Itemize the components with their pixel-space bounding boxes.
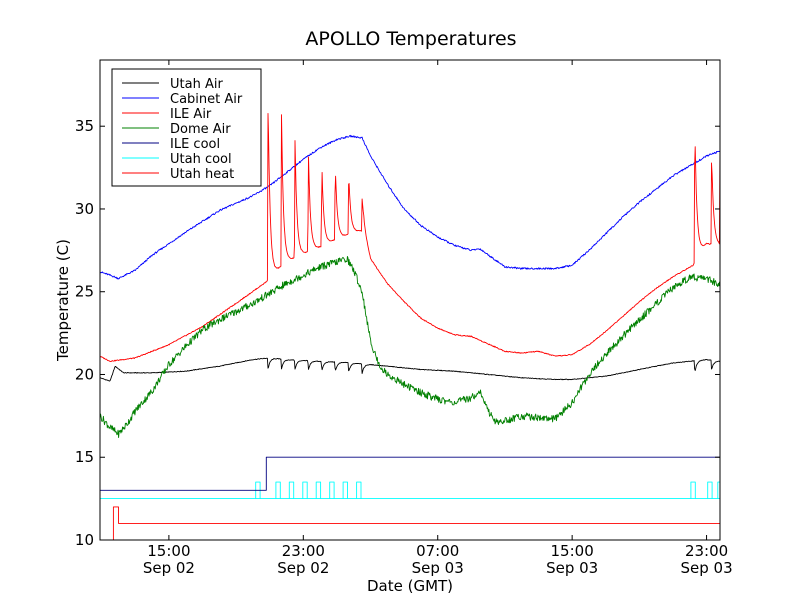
x-tick-label-date: Sep 03 bbox=[680, 559, 732, 577]
x-tick-label-date: Sep 03 bbox=[412, 559, 464, 577]
x-tick-label-time: 15:00 bbox=[147, 542, 190, 560]
x-axis-label: Date (GMT) bbox=[367, 577, 453, 595]
series-line-ile-cool bbox=[100, 456, 720, 491]
legend-label: ILE cool bbox=[170, 137, 220, 152]
series-line-cabinet-air bbox=[100, 134, 720, 280]
y-tick-label: 25 bbox=[75, 283, 94, 301]
y-tick-label: 10 bbox=[75, 531, 94, 549]
x-tick-label-date: Sep 03 bbox=[546, 559, 598, 577]
series-line-utah-heat bbox=[100, 506, 720, 540]
series-utah-cool bbox=[100, 481, 720, 500]
legend-label: Utah Air bbox=[170, 77, 223, 92]
y-tick-label: 15 bbox=[75, 448, 94, 466]
legend-label: ILE Air bbox=[170, 107, 212, 122]
x-tick-label-time: 07:00 bbox=[416, 542, 459, 560]
series-utah-air bbox=[100, 357, 720, 382]
x-tick-label-date: Sep 02 bbox=[277, 559, 329, 577]
series-layer bbox=[100, 113, 720, 540]
legend-label: Utah heat bbox=[170, 167, 234, 182]
series-cabinet-air bbox=[100, 134, 720, 280]
legend-label: Dome Air bbox=[170, 122, 231, 137]
x-tick-label-time: 15:00 bbox=[551, 542, 594, 560]
series-line-utah-air bbox=[100, 357, 720, 382]
y-tick-label: 20 bbox=[75, 365, 94, 383]
legend-label: Cabinet Air bbox=[170, 92, 243, 107]
y-tick-label: 35 bbox=[75, 117, 94, 135]
series-dome-air bbox=[100, 255, 720, 439]
chart-title: APOLLO Temperatures bbox=[305, 28, 516, 50]
plot-frame bbox=[99, 59, 721, 541]
series-utah-heat bbox=[100, 506, 720, 540]
x-tick-label-time: 23:00 bbox=[685, 542, 728, 560]
y-tick-label: 30 bbox=[75, 200, 94, 218]
series-line-utah-cool bbox=[100, 481, 720, 500]
legend-label: Utah cool bbox=[170, 152, 232, 167]
series-ile-cool bbox=[100, 456, 720, 491]
y-axis-label: Temperature (C) bbox=[54, 239, 72, 362]
x-tick-label-time: 23:00 bbox=[282, 542, 325, 560]
series-line-dome-air bbox=[100, 255, 720, 439]
x-tick-label-date: Sep 02 bbox=[143, 559, 195, 577]
